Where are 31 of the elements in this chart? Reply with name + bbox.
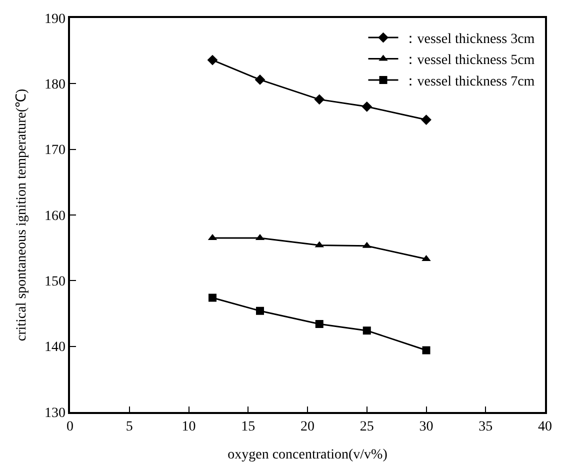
y-tick-label: 150 [44,274,66,290]
x-axis-title: oxygen concentration(v/v%) [228,447,388,462]
point [422,346,430,354]
legend-label: ：vessel thickness 7cm [403,74,535,90]
point [314,94,325,105]
x-tick-label: 25 [360,420,374,435]
y-tick-label: 160 [44,208,66,224]
point [315,320,324,328]
y-tick-label: 130 [44,406,66,421]
point [208,294,216,302]
x-tick-label: 10 [182,420,196,435]
x-tick-label: 35 [478,420,493,435]
y-tick-label: 180 [44,78,66,93]
point [254,74,266,85]
point [362,101,372,112]
y-tick-label: 170 [44,143,66,158]
x-tick-label: 15 [241,420,256,435]
point [362,326,371,335]
x-tick-label: 20 [300,420,314,435]
x-tick-label: 5 [126,420,133,435]
x-tick-label: 40 [538,420,552,435]
point [256,306,264,315]
x-tick-label: 30 [419,420,434,435]
y-axis-title: critical spontaneous ignition temperature(℃) [14,88,30,342]
y-tick-label: 190 [44,12,66,27]
x-tick-label: 0 [66,420,74,435]
legend-label: ：vessel thickness 3cm [403,32,535,47]
point [207,54,218,66]
legend-label: ：vessel thickness 5cm [403,53,535,68]
y-tick-label: 140 [44,340,66,356]
point [421,114,432,125]
